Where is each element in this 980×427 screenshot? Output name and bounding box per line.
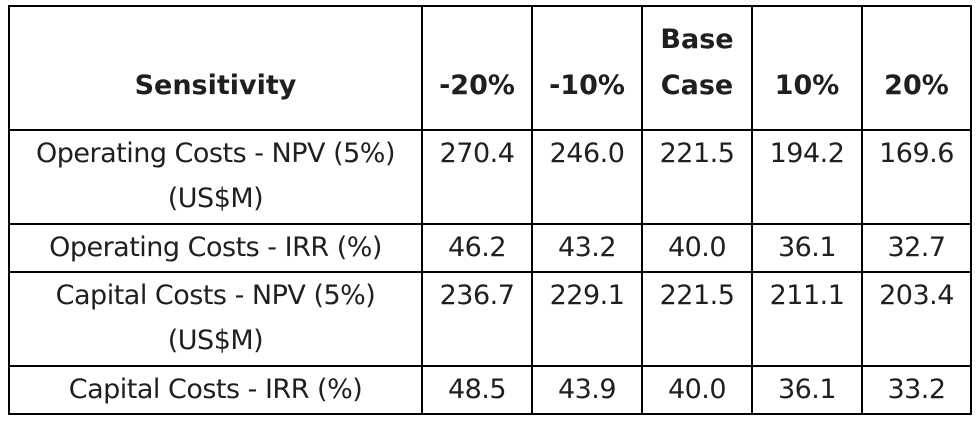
cell-base-case: 40.0 <box>641 365 753 415</box>
row-label: Capital Costs - IRR (%) <box>8 365 423 415</box>
header-base-case-line1: Base <box>660 24 734 55</box>
cell-minus-10: 246.0 <box>531 129 643 225</box>
row-label: Operating Costs - IRR (%) <box>8 223 423 273</box>
header-plus-20: 20% <box>861 5 972 131</box>
header-base-case: Base Case <box>641 5 753 131</box>
cell-minus-20: 236.7 <box>421 271 533 367</box>
cell-plus-10: 194.2 <box>751 129 863 225</box>
cell-plus-20: 33.2 <box>861 365 972 415</box>
row-label: Operating Costs - NPV (5%) (US$M) <box>8 129 423 225</box>
cell-plus-10: 36.1 <box>751 365 863 415</box>
header-row: Sensitivity -20% -10% Base Case 10% 20% <box>8 5 972 131</box>
cell-plus-20: 203.4 <box>861 271 972 367</box>
cell-minus-10: 43.2 <box>531 223 643 273</box>
cell-plus-20: 169.6 <box>861 129 972 225</box>
cell-minus-20: 48.5 <box>421 365 533 415</box>
cell-plus-10: 211.1 <box>751 271 863 367</box>
cell-minus-10: 229.1 <box>531 271 643 367</box>
cell-plus-20: 32.7 <box>861 223 972 273</box>
cell-base-case: 221.5 <box>641 129 753 225</box>
row-label: Capital Costs - NPV (5%) (US$M) <box>8 271 423 367</box>
table-row: Operating Costs - NPV (5%) (US$M) 270.4 … <box>8 129 972 225</box>
table-row: Operating Costs - IRR (%) 46.2 43.2 40.0… <box>8 223 972 273</box>
sensitivity-table: Sensitivity -20% -10% Base Case 10% 20% … <box>8 5 972 415</box>
cell-base-case: 221.5 <box>641 271 753 367</box>
header-base-case-line2: Case <box>660 70 734 101</box>
cell-minus-20: 270.4 <box>421 129 533 225</box>
header-sensitivity: Sensitivity <box>8 5 423 131</box>
header-plus-10: 10% <box>751 5 863 131</box>
table-row: Capital Costs - NPV (5%) (US$M) 236.7 22… <box>8 271 972 367</box>
cell-minus-20: 46.2 <box>421 223 533 273</box>
table-row: Capital Costs - IRR (%) 48.5 43.9 40.0 3… <box>8 365 972 415</box>
header-minus-10: -10% <box>531 5 643 131</box>
cell-plus-10: 36.1 <box>751 223 863 273</box>
cell-base-case: 40.0 <box>641 223 753 273</box>
cell-minus-10: 43.9 <box>531 365 643 415</box>
header-minus-20: -20% <box>421 5 533 131</box>
